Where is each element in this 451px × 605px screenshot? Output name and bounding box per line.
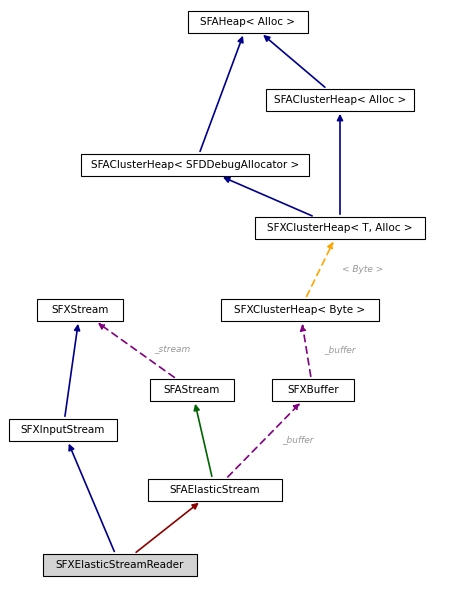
Text: SFAClusterHeap< Alloc >: SFAClusterHeap< Alloc > (274, 95, 406, 105)
Text: _buffer: _buffer (325, 345, 356, 355)
Text: SFAStream: SFAStream (164, 385, 220, 395)
FancyBboxPatch shape (37, 299, 123, 321)
FancyBboxPatch shape (150, 379, 234, 401)
Text: _stream: _stream (154, 345, 190, 355)
FancyBboxPatch shape (81, 154, 309, 176)
Text: SFXBuffer: SFXBuffer (287, 385, 339, 395)
Text: SFXInputStream: SFXInputStream (21, 425, 105, 435)
FancyBboxPatch shape (221, 299, 379, 321)
Text: SFXClusterHeap< T, Alloc >: SFXClusterHeap< T, Alloc > (267, 223, 413, 233)
Text: SFAClusterHeap< SFDDebugAllocator >: SFAClusterHeap< SFDDebugAllocator > (91, 160, 299, 170)
FancyBboxPatch shape (266, 89, 414, 111)
FancyBboxPatch shape (188, 11, 308, 33)
FancyBboxPatch shape (43, 554, 197, 576)
Text: SFXClusterHeap< Byte >: SFXClusterHeap< Byte > (235, 305, 366, 315)
FancyBboxPatch shape (9, 419, 117, 441)
Text: SFXElasticStreamReader: SFXElasticStreamReader (56, 560, 184, 570)
Text: SFAElasticStream: SFAElasticStream (170, 485, 260, 495)
Text: _buffer: _buffer (282, 436, 313, 445)
Text: SFXStream: SFXStream (51, 305, 109, 315)
FancyBboxPatch shape (272, 379, 354, 401)
FancyBboxPatch shape (148, 479, 282, 501)
Text: < Byte >: < Byte > (342, 264, 383, 273)
FancyBboxPatch shape (255, 217, 425, 239)
Text: SFAHeap< Alloc >: SFAHeap< Alloc > (201, 17, 295, 27)
